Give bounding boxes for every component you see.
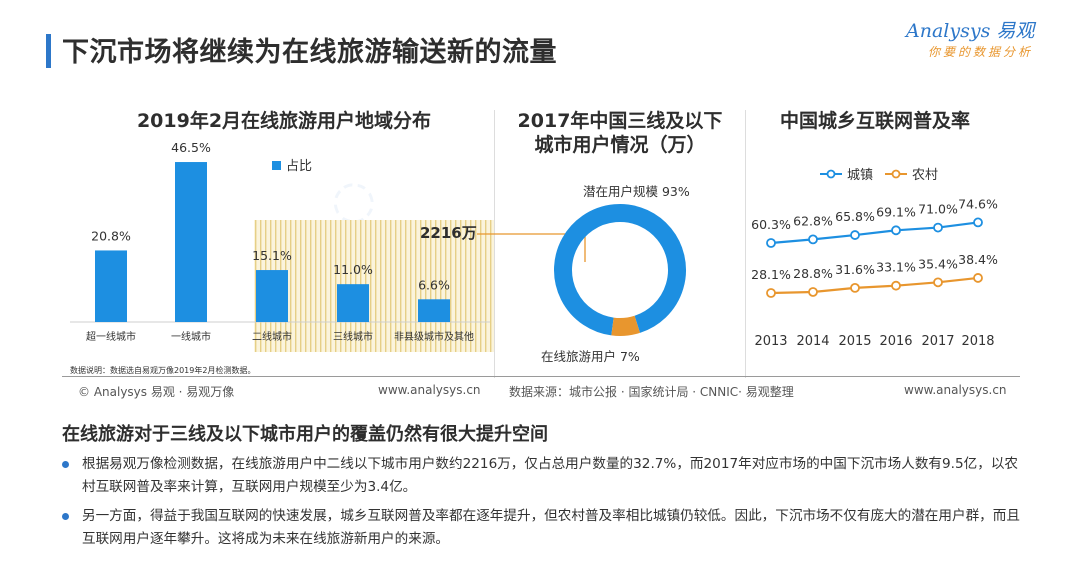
bar-4	[337, 284, 369, 322]
line-point	[973, 273, 983, 283]
x-tick-label: 2017	[921, 334, 954, 349]
line-point	[766, 288, 776, 298]
bullet-text: 另一方面，得益于我国互联网的快速发展，城乡互联网普及率都在逐年提升，但农村普及率…	[82, 508, 1020, 547]
line-point	[850, 282, 860, 293]
line-value-label: 65.8%	[835, 209, 875, 224]
charts-canvas: 占比 2216万 20.8% 超一线城市 46.5% 一线城市 15.1% 二线城市 11.…	[70, 140, 998, 364]
bullet-1: 根据易观万像检测数据，在线旅游用户中二线以下城市用户数约2216万，仅占总用户数…	[62, 453, 1022, 499]
line-point	[933, 222, 943, 233]
bar-value-label: 11.0%	[333, 262, 373, 277]
section-heading: 在线旅游对于三线及以下城市用户的覆盖仍然有很大提升空间	[62, 424, 548, 445]
bar-chart-title: 2019年2月在线旅游用户地域分布	[136, 110, 432, 132]
bar-data-note: 数据说明：数据选自易观万像2019年2月检测数据。	[70, 366, 256, 375]
x-tick-label: 2014	[796, 334, 829, 349]
bullet-2: 另一方面，得益于我国互联网的快速发展，城乡互联网普及率都在逐年提升，但农村普及率…	[62, 505, 1022, 551]
pie-chart-title-line1: 2017年中国三线及以下	[517, 110, 723, 132]
donut-slice-潜在用户规模	[554, 204, 686, 336]
logo-slogan: 你要的数据分析	[928, 45, 1034, 59]
bar-value-label: 6.6%	[418, 277, 450, 292]
line-series-城镇	[770, 221, 979, 245]
logo-name: Analysys 易观	[906, 20, 1035, 42]
bullet-dot	[62, 513, 69, 520]
line-chart-title: 中国城乡互联网普及率	[779, 110, 970, 132]
bar-value-label: 46.5%	[171, 140, 211, 155]
x-tick-label: 2015	[838, 334, 871, 349]
bar-value-label: 15.1%	[252, 248, 292, 263]
line-value-label: 62.8%	[793, 213, 833, 228]
line-point	[933, 277, 943, 288]
bar-category-label: 三线城市	[333, 330, 373, 343]
footer-rule	[62, 376, 1020, 377]
bar-chart: 占比 2216万 20.8% 超一线城市 46.5% 一线城市 15.1% 二线城市 11.…	[70, 140, 494, 352]
data-source: 数据来源：城市公报 · 国家统计局 · CNNIC· 易观整理	[509, 385, 794, 399]
line-value-label: 38.4%	[958, 252, 998, 267]
line-value-label: 74.6%	[958, 196, 998, 211]
bar-3	[256, 270, 288, 322]
line-series-农村	[770, 276, 979, 295]
x-tick-label: 2016	[879, 334, 912, 349]
line-point	[891, 280, 901, 291]
bar-2	[175, 162, 207, 322]
divider-2	[745, 110, 746, 378]
line-point	[808, 287, 818, 297]
line-point	[973, 217, 983, 228]
legend-rural-label: 农村	[912, 168, 938, 183]
bar-5	[418, 299, 450, 322]
line-point	[891, 225, 901, 236]
legend-urban-label: 城镇	[847, 168, 873, 183]
line-value-label: 60.3%	[751, 217, 791, 232]
x-tick-label: 2018	[961, 334, 994, 349]
line-point	[766, 238, 776, 248]
bar-category-label: 非县级城市及其他	[394, 330, 474, 343]
line-value-label: 35.4%	[918, 256, 958, 271]
line-value-label: 71.0%	[918, 202, 958, 217]
highlight-value-label: 2216万	[420, 224, 477, 242]
bar-category-label: 二线城市	[252, 330, 292, 343]
left-copyright: © Analysys 易观 · 易观万像	[78, 385, 235, 399]
bar-legend-swatch	[272, 161, 281, 170]
analysys-logo: Analysys 易观 你要的数据分析	[906, 16, 1056, 68]
line-point	[808, 234, 818, 245]
title-accent-bar	[46, 34, 51, 68]
divider-1	[494, 110, 495, 378]
pie-label-potential: 潜在用户规模 93%	[583, 184, 690, 199]
bar-value-label: 20.8%	[91, 228, 131, 243]
right-url: www.analysys.cn	[904, 383, 1007, 397]
left-url: www.analysys.cn	[378, 383, 481, 397]
legend-urban-marker	[826, 169, 836, 179]
bar-category-label: 超一线城市	[86, 330, 136, 343]
line-value-label: 31.6%	[835, 262, 875, 277]
page-title: 下沉市场将继续为在线旅游输送新的流量	[62, 37, 557, 68]
bullet-dot	[62, 461, 69, 468]
line-point	[850, 230, 860, 240]
line-value-label: 28.8%	[793, 266, 833, 281]
line-value-label: 28.1%	[751, 267, 791, 282]
line-chart: 城镇 农村 60.3% 62.8% 65.8% 69.1% 71.0% 74.6% 28.1…	[751, 168, 998, 349]
lower-tier-highlight-area	[254, 220, 494, 352]
bar-1	[95, 250, 127, 322]
bar-category-label: 一线城市	[171, 330, 211, 343]
bar-legend-label: 占比	[286, 159, 312, 174]
bullet-text: 根据易观万像检测数据，在线旅游用户中二线以下城市用户数约2216万，仅占总用户数…	[82, 456, 1019, 495]
legend-rural-marker	[891, 169, 901, 179]
donut-slice-在线旅游用户	[611, 315, 640, 336]
pie-label-online: 在线旅游用户 7%	[541, 349, 640, 364]
pie-chart-title-line2: 城市用户情况（万）	[534, 134, 706, 156]
line-value-label: 69.1%	[876, 204, 916, 219]
x-tick-label: 2013	[754, 334, 787, 349]
donut-chart: 潜在用户规模 93% 在线旅游用户 7%	[541, 184, 690, 364]
line-value-label: 33.1%	[876, 260, 916, 275]
